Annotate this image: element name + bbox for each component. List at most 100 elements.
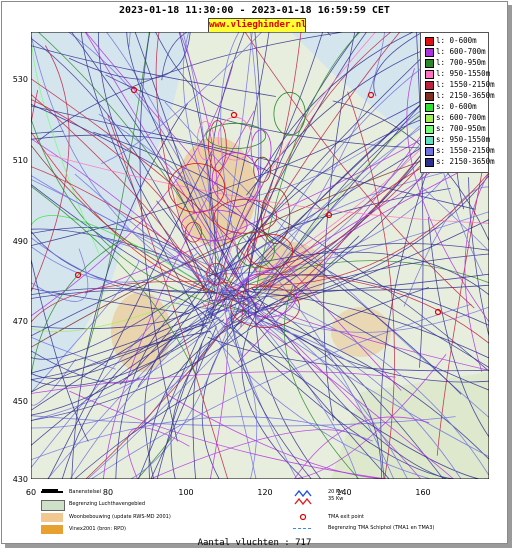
flight-track	[31, 226, 218, 287]
legend-swatch	[425, 158, 434, 167]
flight-track	[44, 153, 489, 224]
flight-track	[254, 273, 489, 344]
flight-track	[373, 32, 423, 97]
legend-item: s: 600-700m	[424, 112, 488, 123]
legend-swatch	[425, 81, 434, 90]
wind-20-label: 20 Kw	[328, 489, 344, 495]
legend-label: l: 600-700m	[436, 47, 486, 56]
legend-swatch	[425, 147, 434, 156]
legend-label: s: 1550-2150m	[436, 146, 495, 155]
flight-track	[71, 103, 189, 479]
flight-track	[380, 134, 441, 479]
legend-item: s: 950-1550m	[424, 134, 490, 145]
flight-track	[224, 288, 489, 371]
flight-track	[237, 297, 489, 383]
legend-item: s: 700-950m	[424, 123, 488, 134]
vinex-label: Vinex2001 (bron: RPD)	[69, 526, 126, 532]
tma-exit-point	[230, 111, 238, 119]
flight-track	[221, 289, 489, 359]
flight-track-loop	[261, 188, 291, 245]
legend-item: l: 600-700m	[424, 46, 488, 57]
altitude-legend: l: 0-600m l: 600-700m l: 700-950m l: 950…	[420, 32, 495, 173]
tma-exit-point	[434, 308, 442, 316]
flight-track	[31, 371, 396, 394]
flight-track	[47, 275, 250, 479]
flight-track	[31, 303, 233, 422]
chart-frame: 2023-01-18 11:30:00 - 2023-01-18 16:59:5…	[1, 1, 508, 548]
flight-track	[230, 312, 312, 479]
flight-track	[31, 94, 209, 298]
vinex-swatch	[41, 525, 63, 534]
flight-track	[31, 105, 476, 210]
flight-track	[244, 32, 475, 309]
flight-track	[241, 331, 304, 479]
land-patch	[331, 372, 489, 479]
flight-track	[31, 185, 196, 374]
flight-track	[31, 78, 258, 273]
legend-label: l: 2150-3650m	[436, 91, 495, 100]
map-key: Banenstelsel Begrenzing Luchthavengebied…	[31, 480, 489, 538]
flight-track	[71, 32, 228, 313]
x-tick-label: 60	[25, 488, 37, 497]
flight-track	[294, 416, 430, 479]
tma-exit-label: TMA exit point	[328, 514, 365, 520]
flight-track	[215, 260, 489, 299]
legend-swatch	[425, 48, 434, 57]
flight-track	[150, 326, 217, 479]
flight-track	[31, 45, 70, 293]
legend-swatch	[425, 70, 434, 79]
flight-track	[31, 280, 229, 323]
flight-track	[31, 134, 322, 210]
flight-track	[31, 334, 116, 370]
flight-track	[31, 32, 100, 254]
flight-track	[119, 32, 324, 385]
flight-track	[31, 289, 249, 299]
flight-track	[74, 287, 430, 479]
flight-track	[403, 186, 489, 307]
flight-track	[93, 131, 489, 372]
legend-swatch	[425, 37, 434, 46]
legend-swatch	[425, 114, 434, 123]
flight-track-loop	[206, 263, 227, 286]
flight-track	[256, 175, 489, 310]
sea-area	[31, 32, 191, 392]
y-tick-label: 470	[12, 317, 28, 326]
flight-track	[206, 309, 480, 479]
flight-count: Aantal vluchten : 717	[197, 538, 312, 548]
legend-swatch	[425, 92, 434, 101]
flight-track	[253, 274, 489, 326]
flight-track	[31, 281, 202, 360]
legend-item: l: 700-950m	[424, 57, 488, 68]
flight-track-loop	[236, 231, 275, 268]
tma-exit-point	[367, 91, 375, 99]
flight-track	[31, 235, 360, 421]
tma-boundary-label: Begrenzing TMA Schiphol (TMA1 en TMA3)	[328, 525, 435, 531]
flight-track	[31, 230, 234, 293]
housing-label: Woonbebouwing (update RWS-MD 2001)	[69, 514, 171, 520]
flight-track-loop	[205, 122, 267, 149]
legend-item: l: 1550-2150m	[424, 79, 495, 90]
flight-track-loop	[247, 233, 294, 269]
flight-track	[31, 259, 89, 442]
flight-track	[31, 296, 251, 446]
flight-track	[91, 303, 472, 479]
flight-track	[31, 99, 214, 273]
legend-label: s: 2150-3650m	[436, 157, 495, 166]
site-link[interactable]: www.vlieghinder.nl	[208, 18, 307, 33]
legend-item: s: 1550-2150m	[424, 145, 495, 156]
legend-swatch	[425, 59, 434, 68]
flight-track	[106, 32, 239, 278]
flight-track	[201, 311, 249, 479]
wind-icon	[294, 489, 312, 506]
flight-track	[161, 32, 271, 81]
flight-track	[220, 32, 253, 315]
flight-track	[31, 166, 245, 298]
flight-track	[283, 285, 360, 479]
flight-track	[31, 279, 233, 333]
flight-track	[214, 32, 376, 309]
x-tick-label: 80	[102, 488, 114, 497]
flight-track	[251, 286, 448, 479]
flight-track	[31, 45, 276, 97]
y-tick-label: 510	[12, 156, 28, 165]
legend-item: l: 0-600m	[424, 35, 488, 46]
